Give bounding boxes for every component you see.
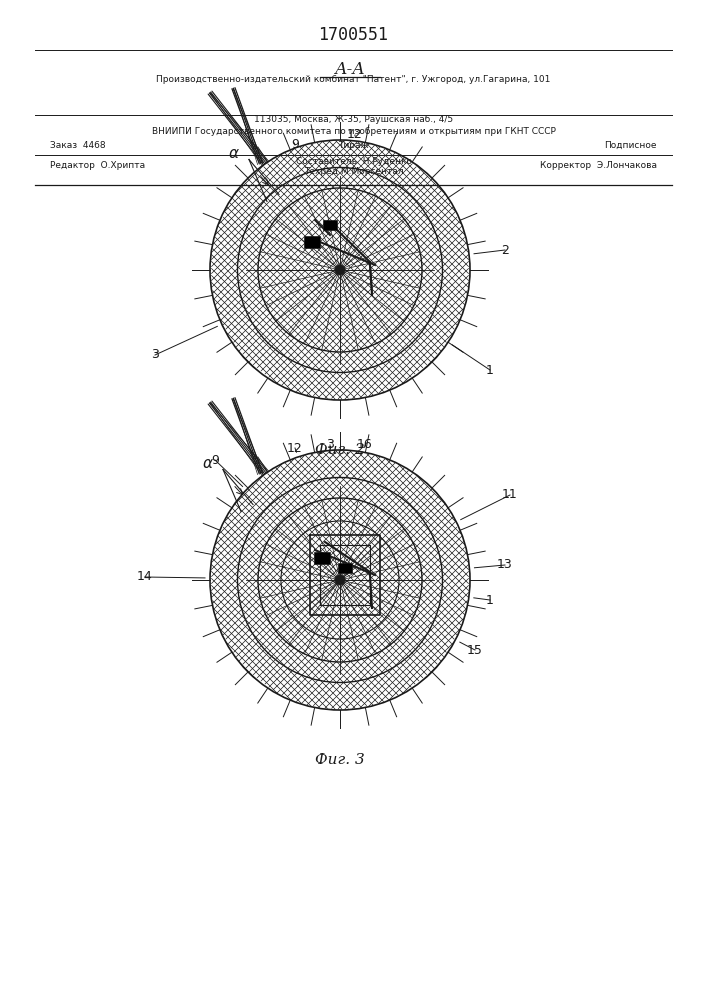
Text: 14: 14 [137,570,153,584]
Text: Фиг. 2: Фиг. 2 [315,443,365,457]
Text: Фиг. 3: Фиг. 3 [315,753,365,767]
Text: Производственно-издательский комбинат "Патент", г. Ужгород, ул.Гагарина, 101: Производственно-издательский комбинат "П… [156,76,551,85]
Circle shape [335,575,345,585]
Text: 9: 9 [211,454,219,466]
Text: ВНИИПИ Государственного комитета по изобретениям и открытиям при ГКНТ СССР: ВНИИПИ Государственного комитета по изоб… [151,127,556,136]
Text: 11: 11 [502,488,518,502]
Text: Тираж: Тираж [338,140,369,149]
Text: 15: 15 [467,644,483,656]
Text: 13: 13 [497,558,513,572]
Text: 1: 1 [486,363,494,376]
Circle shape [335,265,345,275]
Bar [338,563,352,573]
Text: 12: 12 [347,128,363,141]
Text: 16: 16 [357,438,373,452]
Text: Редактор  О.Хрипта: Редактор О.Хрипта [50,160,145,169]
Text: 9: 9 [291,138,299,151]
Text: Составитель  Н.Руденко: Составитель Н.Руденко [296,156,411,165]
Text: 1: 1 [486,593,494,606]
Bar [304,236,320,248]
Text: $\alpha$: $\alpha$ [228,147,240,161]
Text: Подписное: Подписное [604,140,657,149]
Text: 1700551: 1700551 [318,26,389,44]
Text: 2: 2 [501,243,509,256]
Text: 12: 12 [287,442,303,454]
Text: $\alpha$: $\alpha$ [202,458,214,472]
Text: 113035, Москва, Ж-35, Раушская наб., 4/5: 113035, Москва, Ж-35, Раушская наб., 4/5 [254,115,453,124]
Bar [323,220,337,230]
Text: Корректор  Э.Лончакова: Корректор Э.Лончакова [540,160,657,169]
Text: 3: 3 [151,349,159,361]
Text: 3: 3 [326,438,334,452]
Text: Техред М.Моргентал: Техред М.Моргентал [304,167,403,176]
Bar [314,552,330,564]
Text: А-А: А-А [334,62,366,79]
Text: Заказ  4468: Заказ 4468 [50,140,105,149]
